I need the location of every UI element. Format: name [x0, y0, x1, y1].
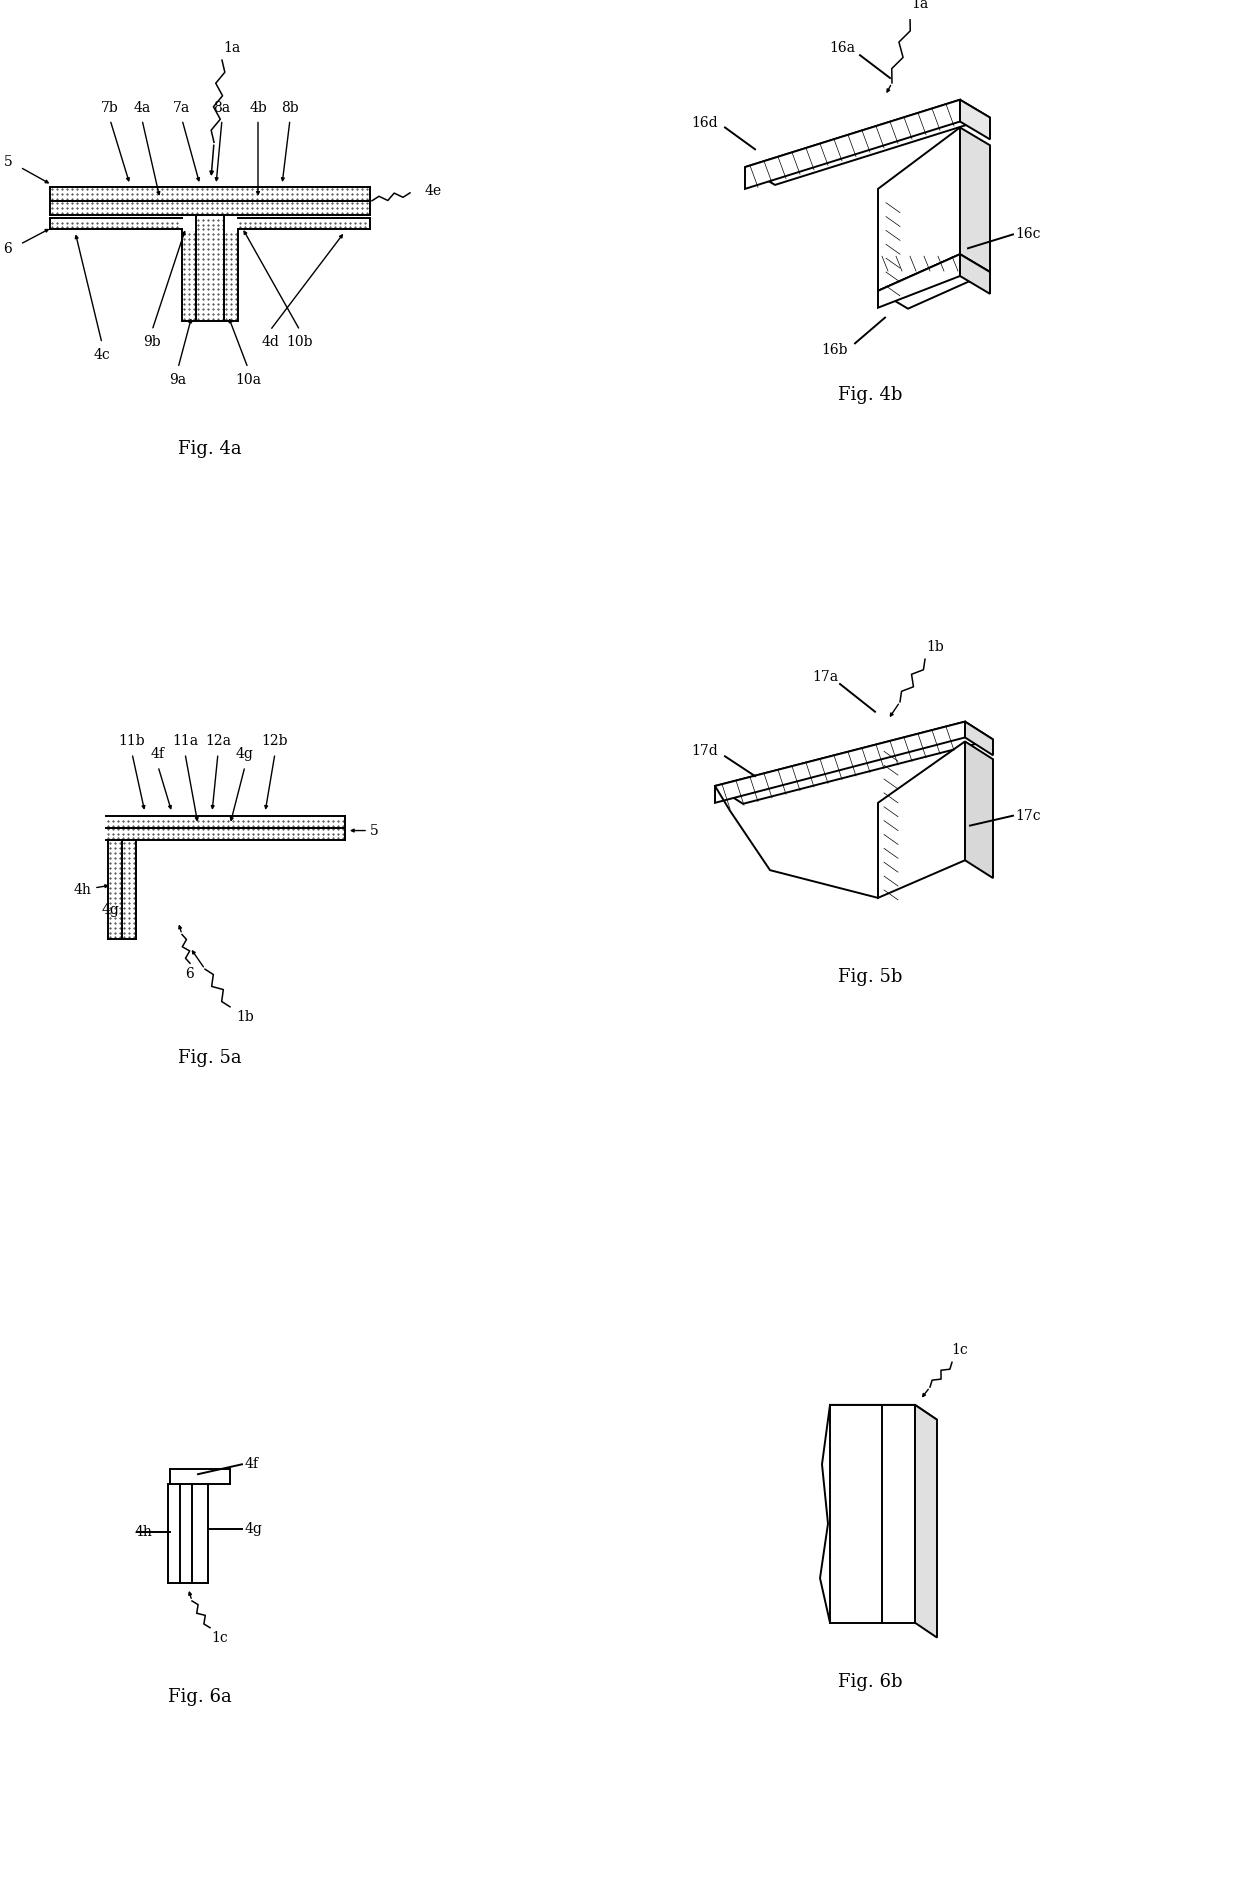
Text: 16c: 16c: [1016, 228, 1040, 241]
Text: 17a: 17a: [812, 671, 838, 684]
Text: 17d: 17d: [692, 745, 718, 758]
Text: 7b: 7b: [102, 101, 119, 114]
Polygon shape: [960, 99, 990, 139]
Polygon shape: [878, 255, 990, 308]
Text: 8a: 8a: [213, 101, 231, 114]
Text: 12a: 12a: [205, 735, 231, 749]
Text: 4h: 4h: [135, 1524, 153, 1539]
Text: 8b: 8b: [281, 101, 299, 114]
Text: 5: 5: [4, 156, 12, 169]
Text: 16a: 16a: [830, 42, 856, 55]
Text: 4h: 4h: [73, 884, 91, 897]
Text: 16d: 16d: [692, 116, 718, 129]
Text: 9b: 9b: [143, 336, 161, 350]
Polygon shape: [878, 127, 960, 291]
Polygon shape: [960, 127, 990, 272]
Text: 1a: 1a: [911, 0, 929, 11]
Text: 11a: 11a: [172, 735, 198, 749]
Text: 4b: 4b: [249, 101, 267, 114]
Text: 6: 6: [186, 967, 195, 980]
Text: 1c: 1c: [212, 1630, 228, 1645]
Text: 4c: 4c: [94, 348, 110, 363]
Polygon shape: [965, 722, 993, 756]
Text: Fig. 4a: Fig. 4a: [179, 441, 242, 458]
Text: 4e: 4e: [425, 184, 443, 198]
Text: 4a: 4a: [134, 101, 150, 114]
Polygon shape: [830, 1404, 937, 1419]
Text: 6: 6: [4, 243, 12, 256]
Text: 10b: 10b: [286, 336, 314, 350]
Text: Fig. 6a: Fig. 6a: [169, 1687, 232, 1706]
Text: Fig. 6b: Fig. 6b: [838, 1674, 903, 1691]
Text: 4g: 4g: [102, 902, 119, 918]
Text: 1b: 1b: [236, 1009, 254, 1024]
Polygon shape: [965, 741, 993, 878]
Polygon shape: [915, 1404, 937, 1638]
Polygon shape: [878, 741, 965, 899]
Text: Fig. 5a: Fig. 5a: [179, 1049, 242, 1068]
Text: 4g: 4g: [236, 747, 254, 762]
Text: 9a: 9a: [170, 372, 186, 388]
Text: 17c: 17c: [1016, 809, 1040, 823]
Text: 1b: 1b: [926, 640, 944, 654]
Polygon shape: [715, 722, 965, 804]
Text: 12b: 12b: [262, 735, 288, 749]
Text: 10a: 10a: [236, 372, 260, 388]
Text: Fig. 5b: Fig. 5b: [838, 969, 903, 986]
Polygon shape: [745, 99, 990, 184]
Text: 11b: 11b: [119, 735, 145, 749]
Text: 7a: 7a: [174, 101, 191, 114]
Text: 4g: 4g: [246, 1522, 263, 1535]
Text: 4d: 4d: [262, 336, 279, 350]
Polygon shape: [878, 255, 960, 308]
Text: 1a: 1a: [223, 42, 241, 55]
Text: 1c: 1c: [951, 1343, 968, 1357]
Polygon shape: [830, 1404, 915, 1623]
Polygon shape: [960, 255, 990, 294]
Text: 16b: 16b: [822, 344, 848, 357]
Polygon shape: [745, 99, 960, 188]
Text: 4f: 4f: [246, 1457, 259, 1471]
Polygon shape: [715, 722, 993, 804]
Text: 5: 5: [370, 823, 378, 838]
Text: Fig. 4b: Fig. 4b: [838, 386, 903, 405]
Text: 4f: 4f: [151, 747, 165, 762]
